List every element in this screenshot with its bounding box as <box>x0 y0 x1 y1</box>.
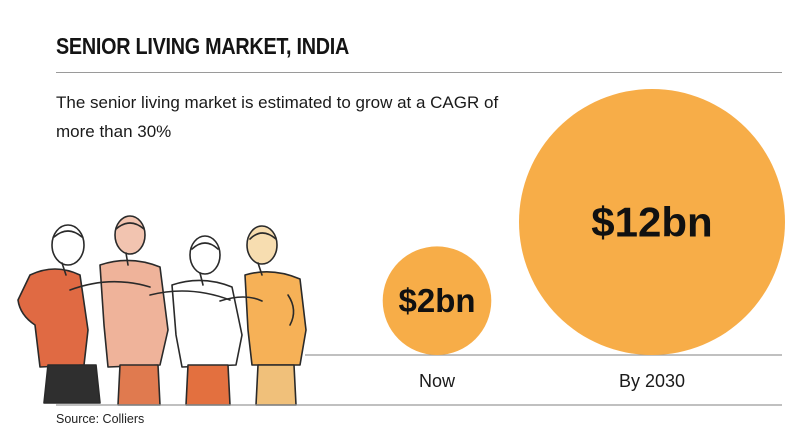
seniors-illustration <box>17 215 307 406</box>
bubble-value-label: $2bn <box>398 282 475 319</box>
chart-subtitle: The senior living market is estimated to… <box>56 93 499 141</box>
bubble-value-label: $12bn <box>591 199 712 246</box>
bubble-0 <box>382 246 492 355</box>
bubble-1 <box>519 89 785 355</box>
chart-title: SENIOR LIVING MARKET, INDIA <box>56 33 350 59</box>
category-label: Now <box>419 371 456 391</box>
source-note: Source: Colliers <box>56 412 145 426</box>
category-label: By 2030 <box>619 371 685 391</box>
title-divider <box>56 72 782 73</box>
